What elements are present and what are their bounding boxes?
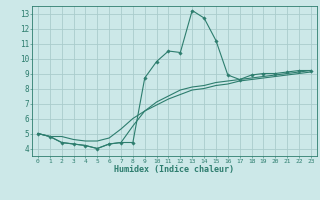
- X-axis label: Humidex (Indice chaleur): Humidex (Indice chaleur): [115, 165, 234, 174]
